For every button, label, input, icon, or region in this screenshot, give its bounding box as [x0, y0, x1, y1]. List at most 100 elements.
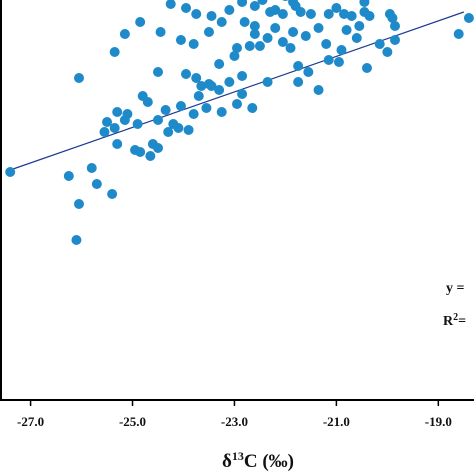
data-point	[163, 127, 174, 137]
data-point	[270, 23, 281, 33]
data-point	[175, 101, 186, 111]
data-point	[5, 167, 16, 177]
data-point	[214, 85, 225, 95]
data-point	[282, 0, 289, 1]
data-point	[237, 0, 248, 7]
data-point	[293, 77, 304, 87]
data-point	[313, 23, 324, 33]
data-point	[244, 41, 255, 51]
data-point	[119, 29, 130, 39]
x-tick-label: -19.0	[425, 414, 452, 429]
data-point	[153, 115, 163, 125]
equation-label: y =	[446, 281, 465, 296]
data-point	[71, 235, 82, 245]
data-point	[293, 61, 304, 71]
data-point	[99, 127, 110, 137]
data-point	[339, 9, 350, 19]
data-point	[181, 69, 192, 79]
data-point	[237, 71, 248, 81]
data-point	[321, 39, 332, 49]
data-point	[86, 163, 97, 173]
data-point	[135, 147, 146, 157]
data-point	[165, 0, 176, 9]
data-point	[384, 9, 395, 19]
data-point	[112, 139, 123, 149]
x-tick-label: -25.0	[119, 414, 146, 429]
data-point	[277, 9, 288, 19]
data-point	[288, 27, 299, 37]
data-point	[102, 117, 113, 127]
data-point	[216, 17, 227, 27]
data-point	[303, 67, 314, 77]
data-point	[188, 39, 199, 49]
data-point	[173, 123, 184, 133]
data-point	[453, 29, 464, 39]
data-point	[354, 21, 365, 31]
data-point	[323, 55, 334, 65]
data-point	[288, 0, 299, 7]
data-point	[351, 33, 362, 43]
data-point	[249, 21, 260, 31]
data-point	[390, 21, 400, 31]
data-point	[153, 67, 163, 77]
data-point	[247, 103, 258, 113]
data-point	[270, 5, 281, 15]
data-point	[206, 81, 217, 91]
data-point	[196, 81, 207, 91]
data-point	[361, 63, 372, 73]
data-point	[224, 5, 235, 15]
data-point	[232, 43, 242, 53]
data-point	[336, 45, 347, 55]
data-point	[63, 171, 74, 181]
regression-line	[9, 11, 465, 171]
data-point	[214, 59, 225, 69]
data-point	[257, 0, 268, 5]
data-point	[331, 3, 342, 13]
data-point	[147, 139, 158, 149]
x-tick-label: -27.0	[17, 414, 44, 429]
data-point	[201, 103, 212, 113]
data-point	[74, 199, 84, 209]
data-point	[224, 77, 235, 87]
data-point	[145, 151, 156, 161]
data-point	[160, 105, 171, 115]
data-point	[262, 33, 273, 43]
data-point	[191, 73, 202, 83]
data-point	[359, 0, 370, 7]
data-point	[191, 9, 202, 19]
data-point	[249, 29, 260, 39]
data-point	[359, 7, 370, 17]
data-point	[109, 123, 120, 133]
data-point	[91, 179, 102, 189]
data-point	[203, 27, 214, 37]
data-point	[183, 125, 194, 135]
data-point	[262, 77, 273, 87]
data-point	[277, 37, 288, 47]
data-point	[107, 189, 118, 199]
data-point	[254, 41, 265, 51]
data-point	[390, 35, 400, 45]
data-point	[175, 35, 186, 45]
r-squared-label: R2=	[443, 312, 466, 330]
data-point	[346, 11, 357, 21]
data-point	[300, 31, 311, 41]
data-point	[112, 107, 123, 117]
data-point	[181, 3, 192, 13]
data-point	[239, 17, 250, 27]
data-point	[333, 57, 344, 67]
data-point	[237, 89, 248, 99]
data-point	[216, 107, 227, 117]
data-point	[188, 109, 199, 119]
x-axis-ticks: -27.0 -25.0 -23.0 -21.0 -19.0	[17, 400, 452, 429]
x-tick-label: -23.0	[221, 414, 248, 429]
data-point	[122, 109, 133, 119]
data-point	[229, 51, 240, 61]
x-axis-title: δ13C (‰)	[222, 449, 294, 472]
data-point	[109, 47, 120, 57]
data-point	[206, 11, 217, 21]
data-point	[323, 9, 334, 19]
data-point	[135, 17, 146, 27]
data-point	[142, 97, 153, 107]
data-point	[313, 85, 324, 95]
